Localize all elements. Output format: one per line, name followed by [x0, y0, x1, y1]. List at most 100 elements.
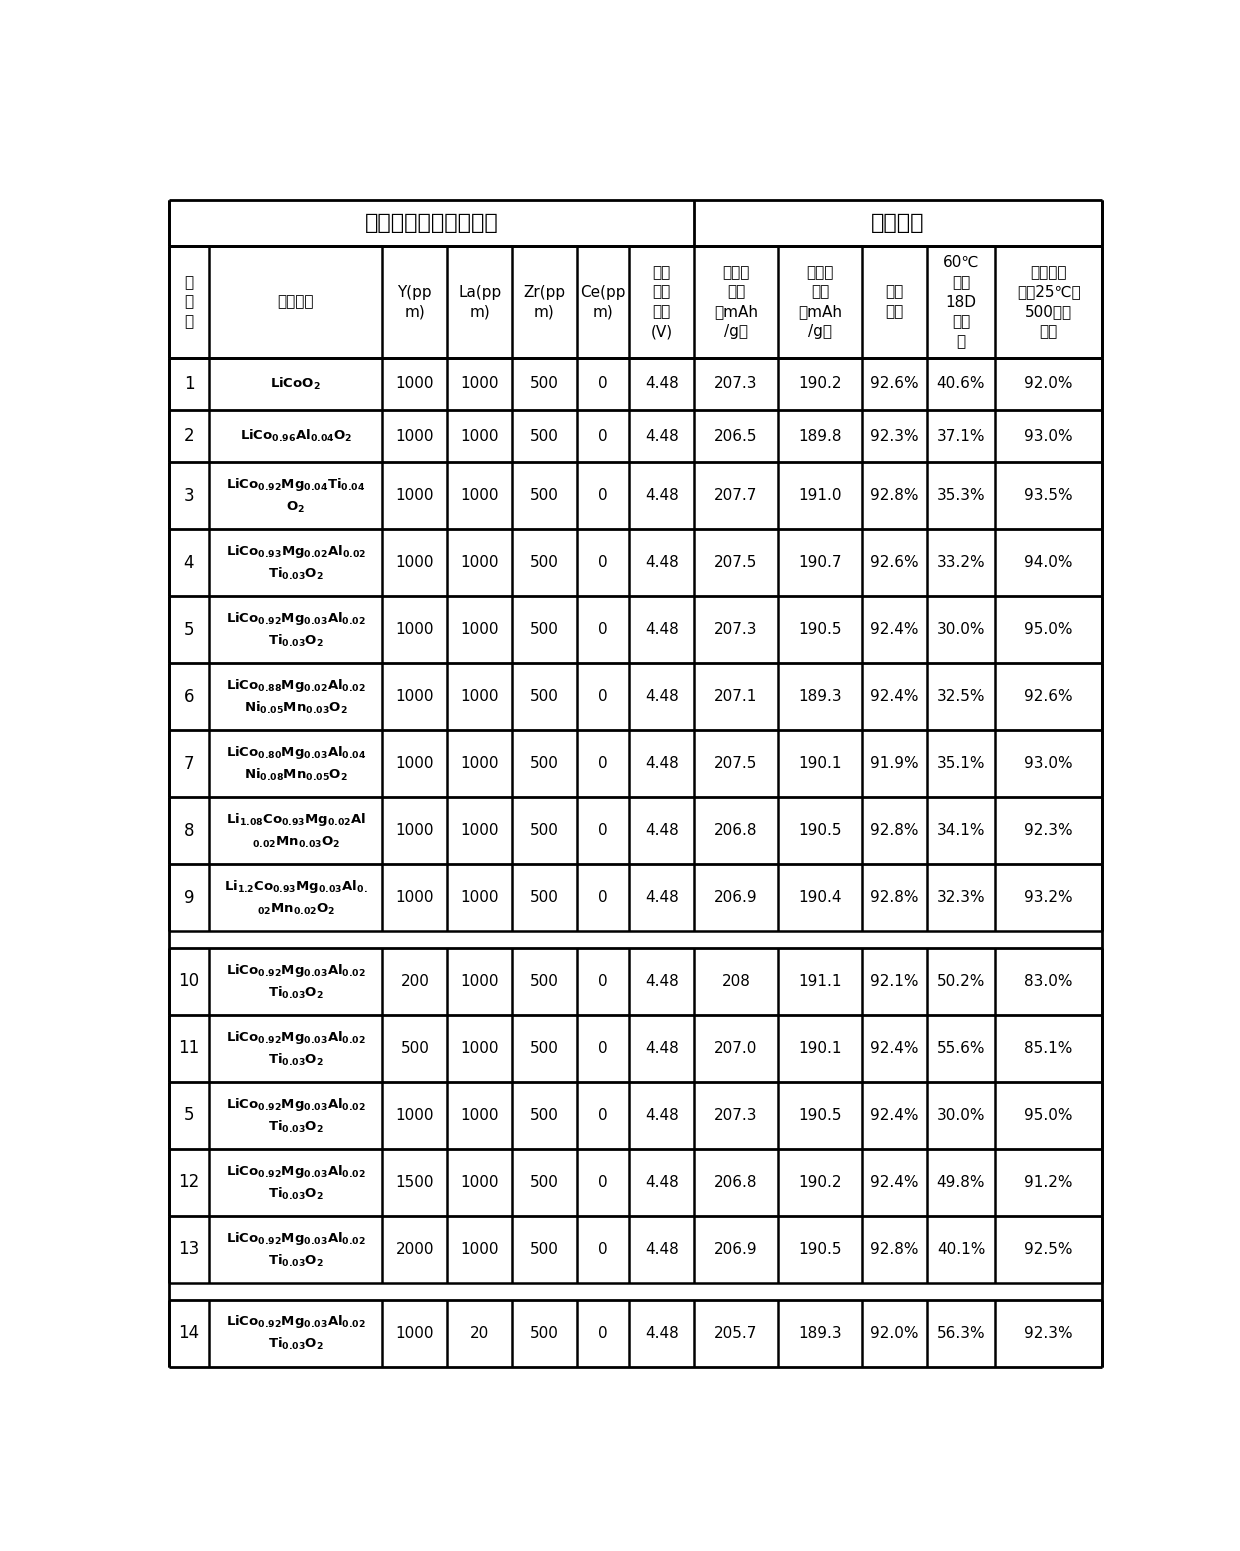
Text: 189.3: 189.3	[799, 690, 842, 704]
Text: 500: 500	[529, 1041, 559, 1056]
Text: 12: 12	[179, 1174, 200, 1191]
Text: 0: 0	[598, 555, 608, 571]
Text: 35.3%: 35.3%	[936, 489, 986, 504]
Text: 实
施
例: 实 施 例	[185, 275, 193, 329]
Text: 92.4%: 92.4%	[870, 622, 919, 637]
Text: 500: 500	[401, 1041, 429, 1056]
Text: 0: 0	[598, 974, 608, 990]
Text: $\mathbf{LiCo_{0.92}Mg_{0.03}Al_{0.02}}$: $\mathbf{LiCo_{0.92}Mg_{0.03}Al_{0.02}}$	[226, 1314, 366, 1331]
Text: 33.2%: 33.2%	[936, 555, 986, 571]
Text: 4.48: 4.48	[645, 1242, 678, 1256]
Text: 0: 0	[598, 622, 608, 637]
Text: 0: 0	[598, 1176, 608, 1190]
Text: 1000: 1000	[460, 555, 498, 571]
Text: 85.1%: 85.1%	[1024, 1041, 1073, 1056]
Text: 189.3: 189.3	[799, 1326, 842, 1340]
Text: 95.0%: 95.0%	[1024, 622, 1073, 637]
Text: 500: 500	[529, 1242, 559, 1256]
Text: $\mathbf{Ti_{0.03}O_2}$: $\mathbf{Ti_{0.03}O_2}$	[268, 1253, 324, 1269]
Text: 92.4%: 92.4%	[870, 690, 919, 704]
Text: 1000: 1000	[460, 1242, 498, 1256]
Text: $\mathbf{LiCo_{0.92}Mg_{0.03}Al_{0.02}}$: $\mathbf{LiCo_{0.92}Mg_{0.03}Al_{0.02}}$	[226, 1230, 366, 1247]
Text: 4.48: 4.48	[645, 1041, 678, 1056]
Text: 190.1: 190.1	[799, 1041, 842, 1056]
Text: 4.48: 4.48	[645, 1107, 678, 1123]
Text: 14: 14	[179, 1325, 200, 1342]
Text: 1000: 1000	[396, 1326, 434, 1340]
Text: 190.5: 190.5	[799, 1107, 842, 1123]
Text: 500: 500	[529, 824, 559, 839]
Text: 32.3%: 32.3%	[936, 890, 986, 906]
Text: 189.8: 189.8	[799, 428, 842, 444]
Text: 1000: 1000	[396, 824, 434, 839]
Text: 10: 10	[179, 972, 200, 991]
Text: 95.0%: 95.0%	[1024, 1107, 1073, 1123]
Text: 92.4%: 92.4%	[870, 1041, 919, 1056]
Text: 92.4%: 92.4%	[870, 1107, 919, 1123]
Text: 92.6%: 92.6%	[870, 377, 919, 391]
Text: 1000: 1000	[460, 890, 498, 906]
Text: 1000: 1000	[396, 377, 434, 391]
Text: 2000: 2000	[396, 1242, 434, 1256]
Text: 207.3: 207.3	[714, 377, 758, 391]
Text: Y(pp
m): Y(pp m)	[398, 284, 433, 320]
Text: 4.48: 4.48	[645, 377, 678, 391]
Text: 4.48: 4.48	[645, 555, 678, 571]
Text: $\mathbf{LiCoO_2}$: $\mathbf{LiCoO_2}$	[270, 375, 321, 392]
Text: 40.1%: 40.1%	[936, 1242, 985, 1256]
Text: 首次
效率: 首次 效率	[885, 284, 904, 320]
Text: $\mathbf{LiCo_{0.92}Mg_{0.03}Al_{0.02}}$: $\mathbf{LiCo_{0.92}Mg_{0.03}Al_{0.02}}$	[226, 1095, 366, 1112]
Text: 500: 500	[529, 890, 559, 906]
Text: $\mathbf{Li_{1.2}Co_{0.93}Mg_{0.03}Al_{0.}}$: $\mathbf{Li_{1.2}Co_{0.93}Mg_{0.03}Al_{0…	[224, 878, 367, 895]
Text: 190.7: 190.7	[799, 555, 842, 571]
Text: 92.3%: 92.3%	[870, 428, 919, 444]
Text: 92.8%: 92.8%	[870, 1242, 919, 1256]
Text: 4.48: 4.48	[645, 824, 678, 839]
Text: 4.48: 4.48	[645, 1326, 678, 1340]
Text: 191.0: 191.0	[799, 489, 842, 504]
Text: 190.1: 190.1	[799, 757, 842, 771]
Text: 4: 4	[184, 554, 195, 572]
Text: 92.8%: 92.8%	[870, 489, 919, 504]
Text: 500: 500	[529, 1107, 559, 1123]
Text: $\mathbf{LiCo_{0.92}Mg_{0.04}Ti_{0.04}}$: $\mathbf{LiCo_{0.92}Mg_{0.04}Ti_{0.04}}$	[226, 476, 366, 493]
Text: 500: 500	[529, 428, 559, 444]
Text: 37.1%: 37.1%	[936, 428, 986, 444]
Text: 3: 3	[184, 487, 195, 506]
Text: 0: 0	[598, 1107, 608, 1123]
Text: 8: 8	[184, 822, 195, 841]
Text: 208: 208	[722, 974, 750, 990]
Text: 93.0%: 93.0%	[1024, 757, 1073, 771]
Text: 207.5: 207.5	[714, 757, 758, 771]
Text: 92.0%: 92.0%	[1024, 377, 1073, 391]
Text: $\mathbf{LiCo_{0.80}Mg_{0.03}Al_{0.04}}$: $\mathbf{LiCo_{0.80}Mg_{0.03}Al_{0.04}}$	[226, 744, 366, 762]
Text: 207.7: 207.7	[714, 489, 758, 504]
Text: 500: 500	[529, 1176, 559, 1190]
Text: 0: 0	[598, 428, 608, 444]
Text: 1000: 1000	[460, 489, 498, 504]
Text: $\mathbf{Ti_{0.03}O_2}$: $\mathbf{Ti_{0.03}O_2}$	[268, 1052, 324, 1069]
Text: Ce(pp
m): Ce(pp m)	[580, 284, 626, 320]
Text: 191.1: 191.1	[799, 974, 842, 990]
Text: 92.3%: 92.3%	[1024, 824, 1073, 839]
Text: $\mathbf{LiCo_{0.92}Mg_{0.03}Al_{0.02}}$: $\mathbf{LiCo_{0.92}Mg_{0.03}Al_{0.02}}$	[226, 610, 366, 627]
Text: 1000: 1000	[396, 757, 434, 771]
Text: 0: 0	[598, 690, 608, 704]
Text: 5: 5	[184, 1106, 195, 1124]
Text: 电池性能: 电池性能	[872, 212, 925, 233]
Text: 11: 11	[179, 1039, 200, 1058]
Text: 充电
截止
电压
(V): 充电 截止 电压 (V)	[651, 265, 673, 340]
Text: 1000: 1000	[460, 690, 498, 704]
Text: $\mathbf{Ti_{0.03}O_2}$: $\mathbf{Ti_{0.03}O_2}$	[268, 566, 324, 582]
Text: 2: 2	[184, 428, 195, 445]
Text: 190.5: 190.5	[799, 1242, 842, 1256]
Text: 190.4: 190.4	[799, 890, 842, 906]
Text: 92.4%: 92.4%	[870, 1176, 919, 1190]
Text: 500: 500	[529, 377, 559, 391]
Text: 190.2: 190.2	[799, 377, 842, 391]
Text: 20: 20	[470, 1326, 490, 1340]
Text: 0: 0	[598, 757, 608, 771]
Text: 92.6%: 92.6%	[1024, 690, 1073, 704]
Text: 1000: 1000	[396, 890, 434, 906]
Text: 4.48: 4.48	[645, 622, 678, 637]
